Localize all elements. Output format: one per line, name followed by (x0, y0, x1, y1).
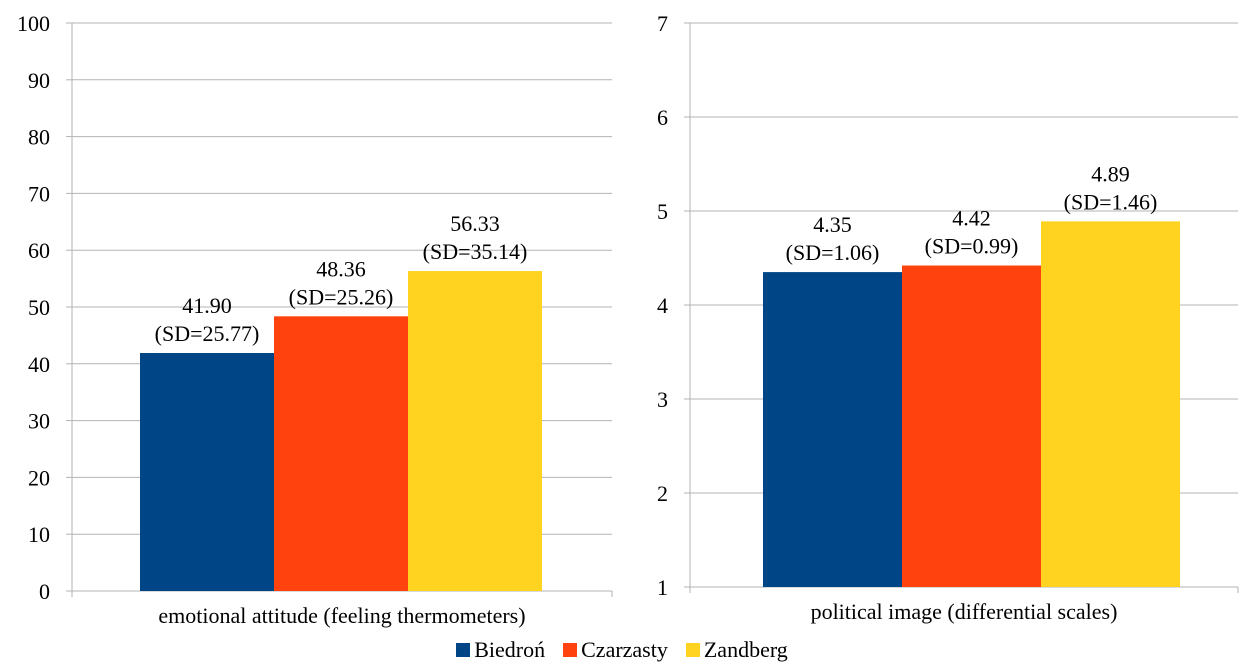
legend-swatch-czarzasty (563, 643, 578, 657)
data-label-sd: (SD=1.46) (1064, 189, 1158, 214)
data-label-sd: (SD=1.06) (786, 240, 880, 265)
y-tick-label: 20 (28, 465, 50, 490)
data-label-value: 4.42 (952, 206, 991, 231)
data-label-value: 41.90 (182, 293, 232, 318)
y-tick-label: 5 (657, 199, 668, 224)
y-tick-label: 4 (657, 293, 668, 318)
x-category-label: emotional attitude (feeling thermometers… (158, 603, 525, 628)
y-tick-label: 2 (657, 481, 668, 506)
data-label-sd: (SD=25.26) (289, 284, 394, 309)
data-label-sd: (SD=35.14) (423, 239, 528, 264)
data-label-value: 4.89 (1091, 161, 1130, 186)
data-label-value: 4.35 (813, 212, 852, 237)
legend-item-biedron: Biedroń (456, 637, 545, 663)
legend: Biedroń Czarzasty Zandberg (0, 636, 1244, 664)
data-label-value: 48.36 (316, 256, 366, 281)
legend-item-zandberg: Zandberg (685, 637, 788, 663)
y-tick-label: 100 (17, 11, 50, 36)
y-tick-label: 60 (28, 238, 50, 263)
bar-biedro (140, 353, 274, 591)
y-tick-label: 3 (657, 387, 668, 412)
legend-item-czarzasty: Czarzasty (563, 637, 668, 663)
legend-swatch-biedron (456, 643, 471, 657)
y-tick-label: 40 (28, 352, 50, 377)
y-tick-label: 80 (28, 125, 50, 150)
y-tick-label: 90 (28, 68, 50, 93)
legend-label-czarzasty: Czarzasty (581, 637, 668, 662)
data-label-sd: (SD=25.77) (155, 321, 260, 346)
bar-czarzasty (902, 265, 1041, 587)
y-tick-label: 50 (28, 295, 50, 320)
y-tick-label: 6 (657, 105, 668, 130)
legend-label-zandberg: Zandberg (703, 637, 788, 662)
y-tick-label: 70 (28, 181, 50, 206)
legend-label-biedron: Biedroń (474, 637, 546, 662)
legend-swatch-zandberg (685, 643, 700, 657)
y-tick-label: 30 (28, 409, 50, 434)
bar-czarzasty (274, 316, 408, 591)
bar-zandberg (408, 271, 542, 591)
y-tick-label: 1 (657, 575, 668, 600)
chart-area: 0 10 20 30 40 50 60 70 80 90 100 41.90 (SD=25.77) 48.… (17, 11, 1239, 628)
y-tick-label: 0 (39, 579, 50, 604)
y-tick-label: 7 (657, 11, 668, 36)
data-label-value: 56.33 (450, 211, 500, 236)
y-tick-label: 10 (28, 522, 50, 547)
data-label-sd: (SD=0.99) (925, 234, 1019, 259)
x-category-label: political image (differential scales) (811, 599, 1118, 624)
bar-zandberg (1041, 221, 1180, 587)
bar-biedro (763, 272, 902, 587)
